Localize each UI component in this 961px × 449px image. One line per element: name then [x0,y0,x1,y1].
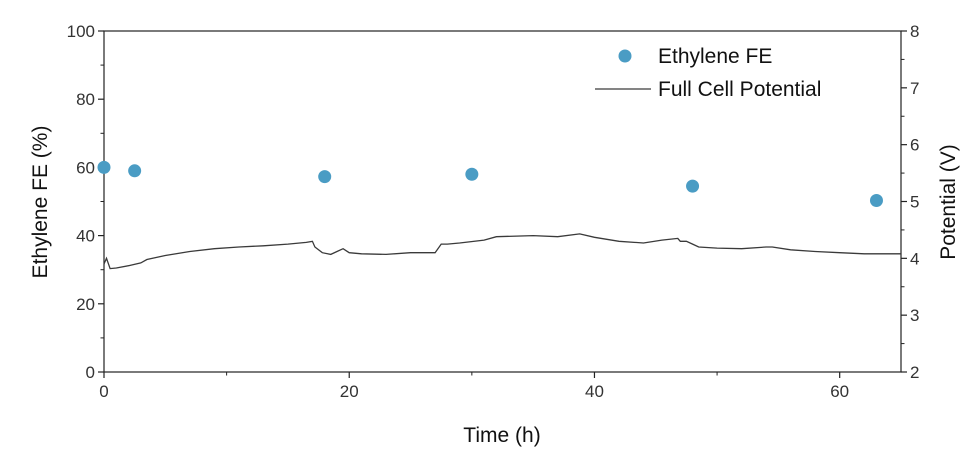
y-axis-right-ticks: 2 3 4 5 6 7 8 [901,22,919,382]
y-right-tick-label: 2 [910,363,919,382]
y-right-tick-label: 8 [910,22,919,41]
legend-label-full-cell-potential: Full Cell Potential [658,78,821,101]
y-axis-right-title: Potential (V) [937,144,960,260]
x-tick-label: 0 [99,382,108,401]
legend-label-ethylene-fe: Ethylene FE [658,45,772,68]
ethylene-fe-point [128,164,142,178]
y-right-tick-label: 3 [910,306,919,325]
y-axis-left-ticks: 0 20 40 60 80 100 [67,22,104,382]
plot-area [103,30,902,373]
ethylene-fe-point [318,170,332,184]
x-axis-ticks: 0 20 40 60 [99,372,849,401]
y-right-tick-label: 7 [910,79,919,98]
ethylene-fe-point [97,160,111,174]
y-left-tick-label: 100 [67,22,95,41]
y-left-tick-label: 40 [76,227,95,246]
y-left-tick-label: 80 [76,90,95,109]
y-left-tick-label: 60 [76,158,95,177]
x-tick-label: 60 [830,382,849,401]
x-axis-title: Time (h) [463,424,540,447]
y-right-tick-label: 5 [910,193,919,212]
ethylene-fe-point [686,179,700,193]
ethylene-fe-point [465,167,479,181]
y-left-tick-label: 0 [86,363,95,382]
x-tick-label: 20 [340,382,359,401]
y-right-tick-label: 6 [910,136,919,155]
y-axis-left-title: Ethylene FE (%) [29,126,52,279]
ethylene-fe-point [869,193,883,207]
y-left-tick-label: 20 [76,295,95,314]
legend-marker-ethylene-fe [618,49,632,63]
legend: Ethylene FE Full Cell Potential [595,45,821,101]
series-line-full-cell-potential [103,233,901,270]
x-tick-label: 40 [585,382,604,401]
y-right-tick-label: 4 [910,249,919,268]
series-layer [97,160,901,270]
